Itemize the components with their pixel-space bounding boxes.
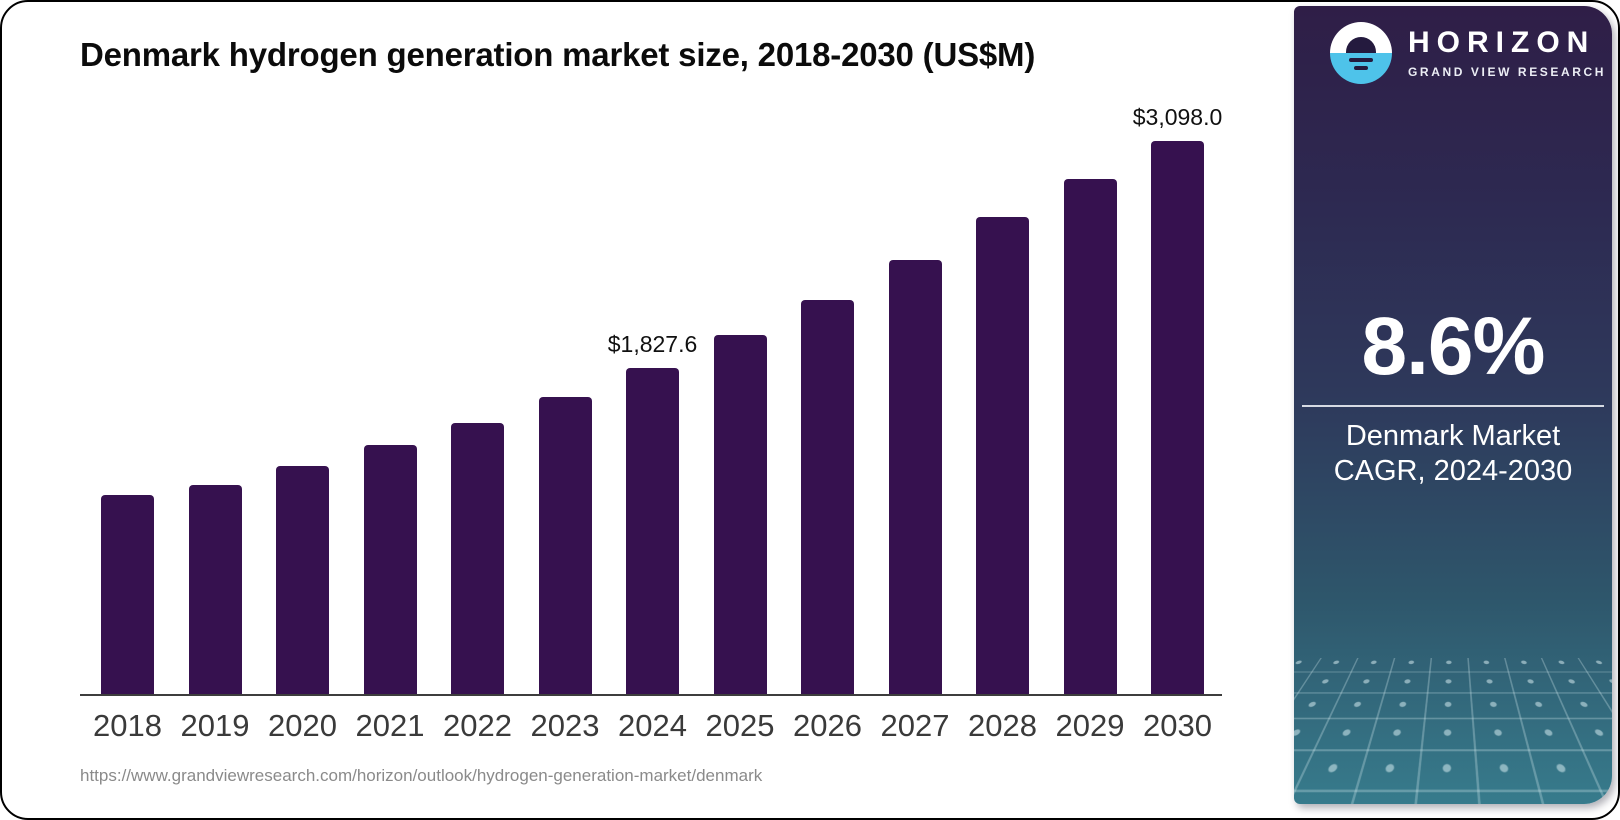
bar-column-2027: 2027 <box>889 141 942 694</box>
infographic-frame: Denmark hydrogen generation market size,… <box>0 0 1620 820</box>
sun-over-water-icon <box>1330 22 1392 84</box>
horizon-logo: HORIZON GRAND VIEW RESEARCH <box>1330 22 1606 84</box>
bar-2024 <box>626 368 679 694</box>
brand-name: HORIZON <box>1408 28 1606 58</box>
logo-wordmark: HORIZON GRAND VIEW RESEARCH <box>1408 28 1606 79</box>
x-tick-2024: 2024 <box>618 708 687 744</box>
stat-divider <box>1302 405 1604 407</box>
bar-column-2019: 2019 <box>189 141 242 694</box>
x-tick-2018: 2018 <box>93 708 162 744</box>
bar-2018 <box>101 495 154 694</box>
x-axis-line <box>80 694 1222 696</box>
x-tick-2027: 2027 <box>881 708 950 744</box>
bar-2027 <box>889 260 942 694</box>
chart-title: Denmark hydrogen generation market size,… <box>80 36 1035 74</box>
bar-2029 <box>1064 179 1117 694</box>
x-tick-2025: 2025 <box>706 708 775 744</box>
cagr-label-line1: Denmark Market <box>1294 419 1612 454</box>
bar-column-2026: 2026 <box>801 141 854 694</box>
bar-2019 <box>189 485 242 694</box>
bar-2022 <box>451 423 504 694</box>
x-tick-2026: 2026 <box>793 708 862 744</box>
x-tick-2021: 2021 <box>356 708 425 744</box>
cagr-value: 8.6% <box>1294 306 1612 388</box>
x-tick-2022: 2022 <box>443 708 512 744</box>
bar-column-2030: $3,098.0 2030 <box>1151 141 1204 694</box>
brand-subtitle: GRAND VIEW RESEARCH <box>1408 65 1606 79</box>
bar-column-2028: 2028 <box>976 141 1029 694</box>
bar-column-2022: 2022 <box>451 141 504 694</box>
bar-column-2024: $1,827.6 2024 <box>626 141 679 694</box>
bar-2020 <box>276 466 329 694</box>
x-tick-2029: 2029 <box>1056 708 1125 744</box>
bar-2025 <box>714 335 767 694</box>
x-tick-2030: 2030 <box>1143 708 1212 744</box>
brand-side-panel: HORIZON GRAND VIEW RESEARCH 8.6% Denmark… <box>1294 6 1612 804</box>
bar-2028 <box>976 217 1029 694</box>
bar-column-2029: 2029 <box>1064 141 1117 694</box>
bar-2023 <box>539 397 592 694</box>
x-tick-2023: 2023 <box>531 708 600 744</box>
x-tick-2020: 2020 <box>268 708 337 744</box>
bar-2030 <box>1151 141 1204 694</box>
bar-column-2018: 2018 <box>101 141 154 694</box>
cagr-stat-block: 8.6% Denmark Market CAGR, 2024-2030 <box>1294 306 1612 490</box>
bar-column-2021: 2021 <box>364 141 417 694</box>
bar-2021 <box>364 445 417 694</box>
wireframe-terrain-graphic <box>1294 658 1612 804</box>
value-label-2024: $1,827.6 <box>608 331 698 358</box>
x-tick-2019: 2019 <box>181 708 250 744</box>
bar-column-2020: 2020 <box>276 141 329 694</box>
bar-column-2023: 2023 <box>539 141 592 694</box>
cagr-label-line2: CAGR, 2024-2030 <box>1294 454 1612 489</box>
bar-chart: 2018 2019 2020 2021 2022 2023 $1,827.6 2024 2025… <box>101 141 1204 694</box>
source-url-link[interactable]: https://www.grandviewresearch.com/horizo… <box>80 766 762 786</box>
value-label-2030: $3,098.0 <box>1133 104 1223 131</box>
x-tick-2028: 2028 <box>968 708 1037 744</box>
bar-2026 <box>801 300 854 694</box>
bar-column-2025: 2025 <box>714 141 767 694</box>
